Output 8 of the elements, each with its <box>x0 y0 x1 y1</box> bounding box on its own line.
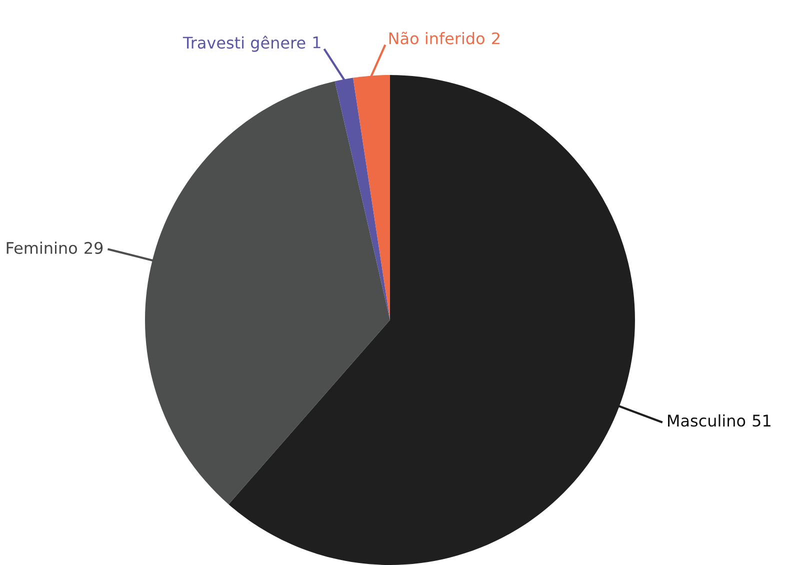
slice-label: Não inferido <box>389 32 484 44</box>
slice-label: Travesti gênere <box>182 36 306 52</box>
slice-label: Masculino <box>668 414 746 427</box>
data-label: 1 <box>313 36 320 48</box>
data-label: 29 <box>84 242 103 254</box>
slice-label: Feminino <box>6 242 77 254</box>
data-label: 51 <box>752 414 770 427</box>
data-label: 2 <box>492 32 500 44</box>
